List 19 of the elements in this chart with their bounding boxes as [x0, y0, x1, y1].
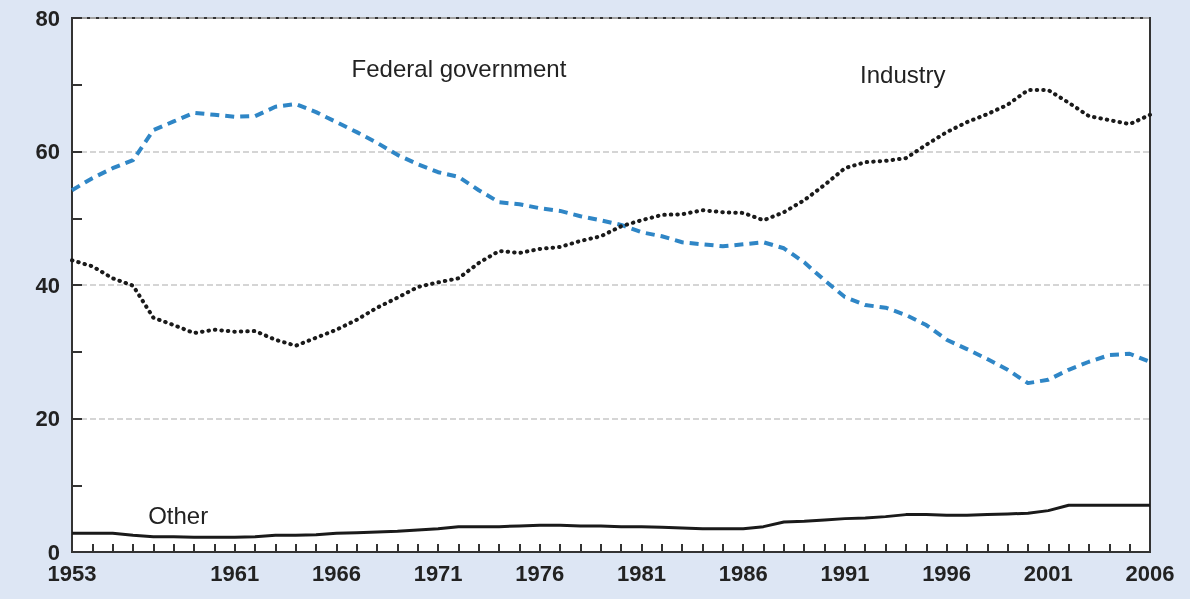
x-tick-label: 2001 — [1023, 560, 1073, 586]
series-label: Industry — [860, 61, 946, 89]
x-tick-label: 1991 — [820, 560, 870, 586]
x-tick-label: 1986 — [718, 560, 768, 586]
x-tick-label: 1976 — [515, 560, 565, 586]
x-tick-label: 1966 — [311, 560, 361, 586]
x-tick-label: 2006 — [1125, 560, 1175, 586]
x-tick-label: 1971 — [413, 560, 463, 586]
series-label: Other — [148, 501, 209, 529]
y-tick-label: 60 — [35, 139, 60, 164]
line-series — [70, 88, 1152, 348]
series-label: Federal government — [351, 54, 567, 82]
x-tick-label: 1961 — [210, 560, 260, 586]
y-tick-label: 80 — [35, 5, 60, 31]
x-tick-label: 1981 — [617, 560, 666, 586]
y-tick-label: 40 — [35, 272, 60, 298]
y-tick-label: 20 — [35, 406, 60, 431]
line-series — [70, 503, 1152, 539]
x-tick-label: 1996 — [922, 560, 972, 586]
